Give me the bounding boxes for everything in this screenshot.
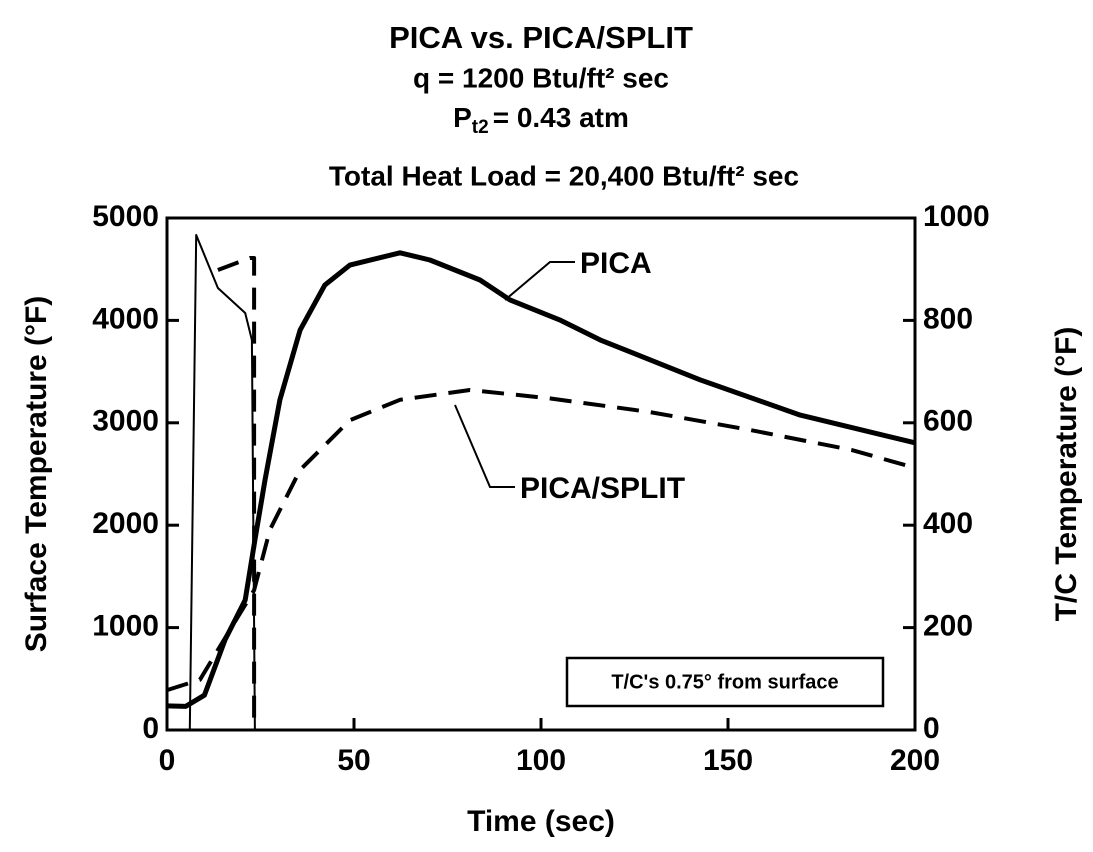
note-box bbox=[565, 656, 885, 708]
series-label: PICA bbox=[580, 247, 652, 280]
y-tick-label: 1000 bbox=[92, 610, 159, 643]
series-line bbox=[188, 234, 256, 731]
x-tick-label: 150 bbox=[703, 744, 753, 777]
y2-tick-label: 400 bbox=[923, 507, 973, 540]
heat-load: Total Heat Load = 20,400 Btu/ft² sec bbox=[329, 160, 799, 191]
y-axis-label: Surface Temperature (°F) bbox=[20, 296, 53, 653]
pressure-symbol: P bbox=[453, 102, 472, 133]
leader-line bbox=[454, 404, 515, 488]
x-tick-label: 50 bbox=[337, 744, 370, 777]
y2-tick-label: 1000 bbox=[923, 200, 990, 233]
y2-axis-label: T/C Temperature (°F) bbox=[1050, 327, 1083, 622]
series-label: PICA/SPLIT bbox=[520, 472, 685, 505]
y-tick-label: 0 bbox=[142, 712, 159, 745]
y-tick-label: 3000 bbox=[92, 405, 159, 438]
y2-tick-label: 600 bbox=[923, 405, 973, 438]
leader-line bbox=[504, 261, 575, 301]
pressure-subscript: t2 bbox=[472, 117, 489, 138]
y2-tick-label: 0 bbox=[923, 712, 940, 745]
chart-title: PICA vs. PICA/SPLIT bbox=[389, 20, 693, 55]
x-axis-label: Time (sec) bbox=[467, 805, 615, 838]
y2-tick-label: 800 bbox=[923, 302, 973, 335]
y-tick-label: 4000 bbox=[92, 302, 159, 335]
series-line bbox=[166, 388, 916, 693]
y-tick-label: 2000 bbox=[92, 507, 159, 540]
x-tick-label: 200 bbox=[890, 744, 940, 777]
subtitle: q = 1200 Btu/ft² sec bbox=[413, 62, 669, 93]
pressure-value: = 0.43 atm bbox=[493, 102, 629, 133]
x-tick-label: 100 bbox=[516, 744, 566, 777]
note: T/C's 0.75° from surface bbox=[611, 671, 838, 693]
pressure-line: Pt2 = 0.43 atm bbox=[453, 102, 629, 138]
series-line bbox=[217, 256, 257, 730]
y2-tick-label: 200 bbox=[923, 610, 973, 643]
x-tick-label: 0 bbox=[159, 744, 176, 777]
y-tick-label: 5000 bbox=[92, 200, 159, 233]
